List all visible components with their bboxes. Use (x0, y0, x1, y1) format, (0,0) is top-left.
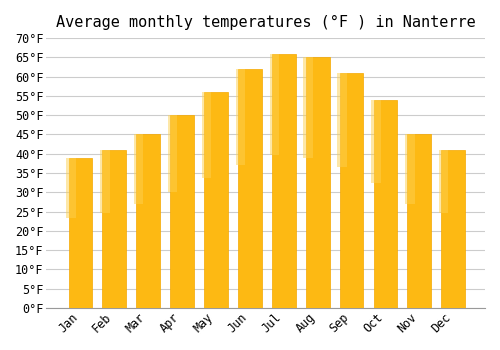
Bar (340, 73, 363, 308)
Bar (168, 115, 177, 192)
Bar (408, 134, 431, 308)
Bar (371, 100, 380, 183)
Bar (134, 134, 143, 204)
Title: Average monthly temperatures (°F ) in Nanterre: Average monthly temperatures (°F ) in Na… (56, 15, 476, 30)
Bar (439, 150, 448, 213)
Bar (102, 150, 126, 308)
Bar (236, 69, 245, 164)
Bar (68, 158, 92, 308)
Bar (66, 158, 76, 218)
Bar (136, 134, 160, 308)
Bar (272, 54, 295, 308)
Bar (306, 57, 330, 308)
Bar (304, 57, 313, 158)
Bar (270, 54, 279, 155)
Bar (170, 115, 194, 308)
Bar (405, 134, 414, 204)
Bar (374, 100, 398, 308)
Bar (204, 92, 228, 308)
Bar (442, 150, 465, 308)
Bar (100, 150, 110, 213)
Bar (202, 92, 211, 178)
Bar (238, 69, 262, 308)
Bar (338, 73, 347, 167)
